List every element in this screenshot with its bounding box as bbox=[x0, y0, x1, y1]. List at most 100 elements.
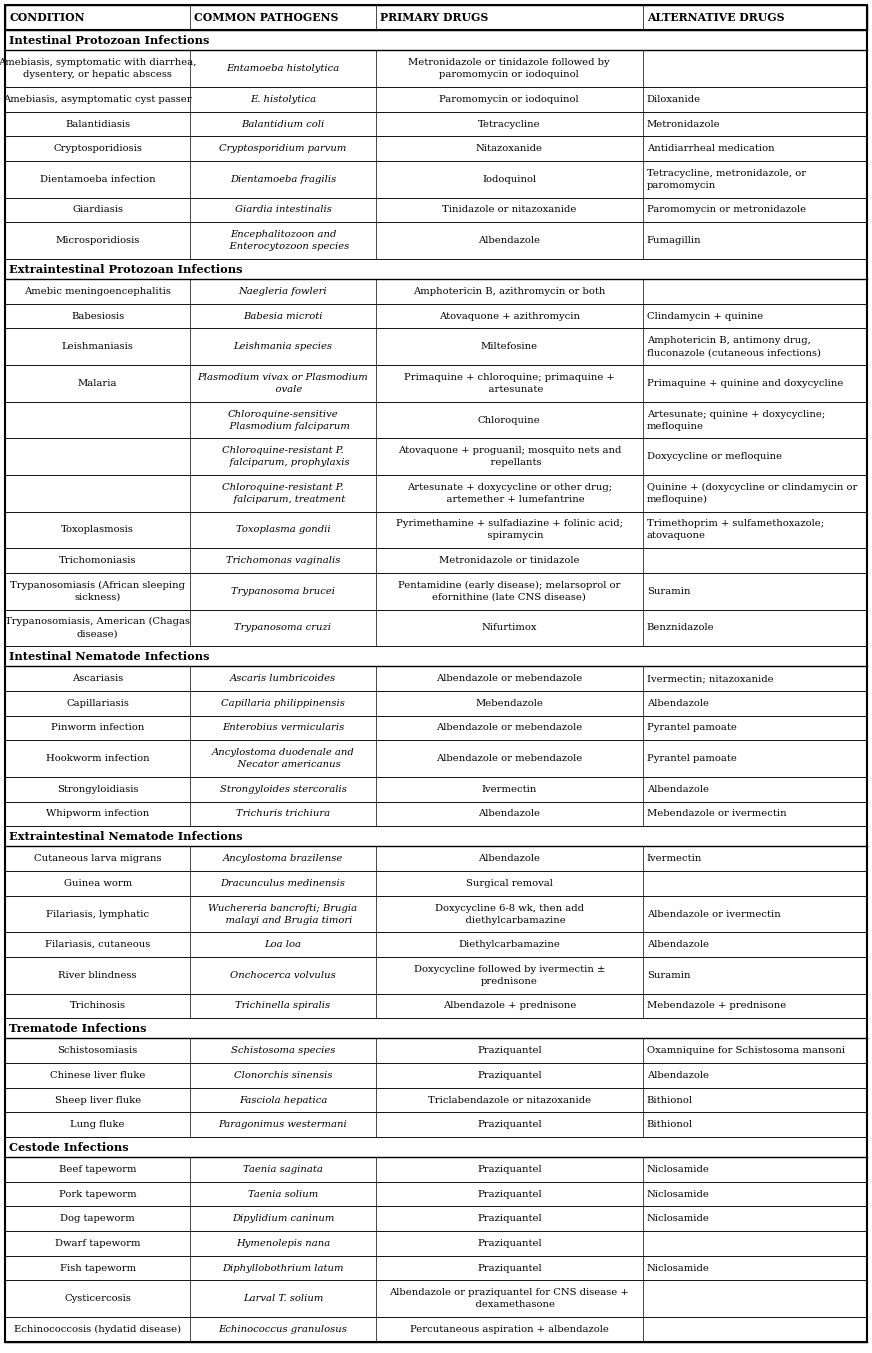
Text: Trichuris trichiura: Trichuris trichiura bbox=[236, 809, 330, 819]
Text: Amphotericin B, antimony drug,: Amphotericin B, antimony drug, bbox=[647, 337, 811, 345]
Bar bbox=[5, 777, 867, 801]
Text: Artesunate; quinine + doxycycline;: Artesunate; quinine + doxycycline; bbox=[647, 410, 825, 418]
Text: Balantidium coli: Balantidium coli bbox=[242, 119, 324, 129]
Text: Trematode Infections: Trematode Infections bbox=[9, 1023, 146, 1034]
Bar bbox=[5, 402, 867, 438]
Text: Praziquantel: Praziquantel bbox=[477, 1072, 542, 1080]
Text: Encephalitozoon and: Encephalitozoon and bbox=[230, 230, 337, 239]
Text: Trichinella spiralis: Trichinella spiralis bbox=[235, 1001, 330, 1011]
Text: ovale: ovale bbox=[263, 384, 303, 394]
Text: Ancylostoma brazilense: Ancylostoma brazilense bbox=[223, 854, 343, 863]
Bar bbox=[5, 511, 867, 548]
Text: Plasmodium falciparum: Plasmodium falciparum bbox=[216, 422, 350, 430]
Text: falciparum, treatment: falciparum, treatment bbox=[221, 495, 345, 503]
Text: Praziquantel: Praziquantel bbox=[477, 1264, 542, 1273]
Text: Enterobius vermicularis: Enterobius vermicularis bbox=[221, 724, 344, 732]
Text: Nifurtimox: Nifurtimox bbox=[481, 624, 537, 632]
Text: Doxycycline 6-8 wk, then add: Doxycycline 6-8 wk, then add bbox=[435, 904, 583, 912]
Text: Taenia solium: Taenia solium bbox=[248, 1189, 318, 1199]
Text: Mebendazole or ivermectin: Mebendazole or ivermectin bbox=[647, 809, 787, 819]
Text: Amphotericin B, azithromycin or both: Amphotericin B, azithromycin or both bbox=[413, 287, 605, 296]
Text: Cestode Infections: Cestode Infections bbox=[9, 1142, 129, 1153]
Text: Dog tapeworm: Dog tapeworm bbox=[60, 1214, 135, 1223]
Text: Surgical removal: Surgical removal bbox=[466, 879, 553, 888]
Text: falciparum, prophylaxis: falciparum, prophylaxis bbox=[216, 459, 350, 467]
Text: Ivermectin: Ivermectin bbox=[481, 785, 537, 794]
Text: Doxycycline followed by ivermectin ±: Doxycycline followed by ivermectin ± bbox=[413, 965, 605, 974]
Text: Atovaquone + azithromycin: Atovaquone + azithromycin bbox=[439, 311, 580, 321]
Text: Hymenolepis nana: Hymenolepis nana bbox=[235, 1239, 330, 1247]
Text: Giardiasis: Giardiasis bbox=[72, 206, 123, 215]
Text: Intestinal Nematode Infections: Intestinal Nematode Infections bbox=[9, 651, 209, 662]
Bar bbox=[5, 932, 867, 957]
Text: Praziquantel: Praziquantel bbox=[477, 1120, 542, 1130]
Bar bbox=[5, 1183, 867, 1207]
Text: Doxycycline or mefloquine: Doxycycline or mefloquine bbox=[647, 452, 782, 461]
Text: efornithine (late CNS disease): efornithine (late CNS disease) bbox=[433, 593, 586, 602]
Text: Quinine + (doxycycline or clindamycin or: Quinine + (doxycycline or clindamycin or bbox=[647, 483, 857, 492]
Bar bbox=[5, 222, 867, 258]
Text: Triclabendazole or nitazoxanide: Triclabendazole or nitazoxanide bbox=[427, 1096, 591, 1104]
Text: Primaquine + quinine and doxycycline: Primaquine + quinine and doxycycline bbox=[647, 379, 843, 388]
Text: Babesiosis: Babesiosis bbox=[71, 311, 125, 321]
Bar bbox=[5, 329, 867, 365]
Text: Cysticercosis: Cysticercosis bbox=[65, 1295, 131, 1303]
Bar bbox=[5, 740, 867, 777]
Text: Praziquantel: Praziquantel bbox=[477, 1046, 542, 1055]
Text: mefloquine: mefloquine bbox=[647, 422, 704, 430]
Text: Dipylidium caninum: Dipylidium caninum bbox=[232, 1214, 334, 1223]
Text: Chinese liver fluke: Chinese liver fluke bbox=[50, 1072, 146, 1080]
Text: repellants: repellants bbox=[478, 459, 541, 467]
Text: Pyrantel pamoate: Pyrantel pamoate bbox=[647, 724, 737, 732]
Text: Extraintestinal Nematode Infections: Extraintestinal Nematode Infections bbox=[9, 831, 242, 842]
Text: Percutaneous aspiration + albendazole: Percutaneous aspiration + albendazole bbox=[410, 1325, 609, 1334]
Text: Ancylostoma duodenale and: Ancylostoma duodenale and bbox=[212, 748, 354, 758]
Text: Dientamoeba fragilis: Dientamoeba fragilis bbox=[230, 175, 336, 184]
Text: Albendazole + prednisone: Albendazole + prednisone bbox=[443, 1001, 576, 1011]
Text: dexamethasone: dexamethasone bbox=[463, 1300, 555, 1310]
Text: Diloxanide: Diloxanide bbox=[647, 95, 701, 104]
Text: Mebendazole: Mebendazole bbox=[475, 700, 543, 708]
Text: Chloroquine-sensitive: Chloroquine-sensitive bbox=[228, 410, 338, 418]
Text: Clindamycin + quinine: Clindamycin + quinine bbox=[647, 311, 763, 321]
Bar bbox=[5, 1280, 867, 1316]
Bar bbox=[5, 957, 867, 993]
Text: Trypanosomiasis (African sleeping: Trypanosomiasis (African sleeping bbox=[10, 580, 185, 590]
Text: Filariasis, cutaneous: Filariasis, cutaneous bbox=[45, 940, 150, 950]
Text: Albendazole: Albendazole bbox=[647, 785, 709, 794]
Text: Loa loa: Loa loa bbox=[264, 940, 302, 950]
Text: Bithionol: Bithionol bbox=[647, 1120, 693, 1130]
Text: Niclosamide: Niclosamide bbox=[647, 1189, 710, 1199]
Text: Extraintestinal Protozoan Infections: Extraintestinal Protozoan Infections bbox=[9, 264, 242, 275]
Text: Schistosoma species: Schistosoma species bbox=[231, 1046, 335, 1055]
Text: Pyrimethamine + sulfadiazine + folinic acid;: Pyrimethamine + sulfadiazine + folinic a… bbox=[396, 520, 623, 529]
Text: Fumagillin: Fumagillin bbox=[647, 237, 701, 245]
Bar bbox=[5, 647, 867, 667]
Text: Dracunculus medinensis: Dracunculus medinensis bbox=[221, 879, 345, 888]
Text: Schistosomiasis: Schistosomiasis bbox=[58, 1046, 138, 1055]
Text: Strongyloidiasis: Strongyloidiasis bbox=[57, 785, 139, 794]
Bar bbox=[5, 87, 867, 112]
Text: Iodoquinol: Iodoquinol bbox=[482, 175, 536, 184]
Text: CONDITION: CONDITION bbox=[9, 12, 85, 23]
Text: Guinea worm: Guinea worm bbox=[64, 879, 132, 888]
Text: Trypanosomiasis, American (Chagas: Trypanosomiasis, American (Chagas bbox=[5, 617, 190, 626]
Text: Echinococcosis (hydatid disease): Echinococcosis (hydatid disease) bbox=[14, 1325, 181, 1334]
Text: Toxoplasmosis: Toxoplasmosis bbox=[61, 525, 134, 534]
Text: Atovaquone + proguanil; mosquito nets and: Atovaquone + proguanil; mosquito nets an… bbox=[398, 446, 621, 455]
Bar bbox=[5, 279, 867, 304]
Text: Pork tapeworm: Pork tapeworm bbox=[58, 1189, 137, 1199]
Text: Chloroquine-resistant P.: Chloroquine-resistant P. bbox=[222, 483, 344, 491]
Text: Diphyllobothrium latum: Diphyllobothrium latum bbox=[222, 1264, 344, 1273]
Text: Metronidazole: Metronidazole bbox=[647, 119, 720, 129]
Text: Trichomonas vaginalis: Trichomonas vaginalis bbox=[226, 556, 340, 566]
Text: Trypanosoma cruzi: Trypanosoma cruzi bbox=[235, 624, 331, 632]
Text: Whipworm infection: Whipworm infection bbox=[46, 809, 149, 819]
Bar bbox=[5, 475, 867, 511]
Text: Trimethoprim + sulfamethoxazole;: Trimethoprim + sulfamethoxazole; bbox=[647, 520, 824, 529]
Text: atovaquone: atovaquone bbox=[647, 532, 705, 540]
Text: Onchocerca volvulus: Onchocerca volvulus bbox=[230, 971, 336, 980]
Text: Microsporidiosis: Microsporidiosis bbox=[56, 237, 140, 245]
Bar bbox=[5, 1316, 867, 1342]
Text: Praziquantel: Praziquantel bbox=[477, 1189, 542, 1199]
